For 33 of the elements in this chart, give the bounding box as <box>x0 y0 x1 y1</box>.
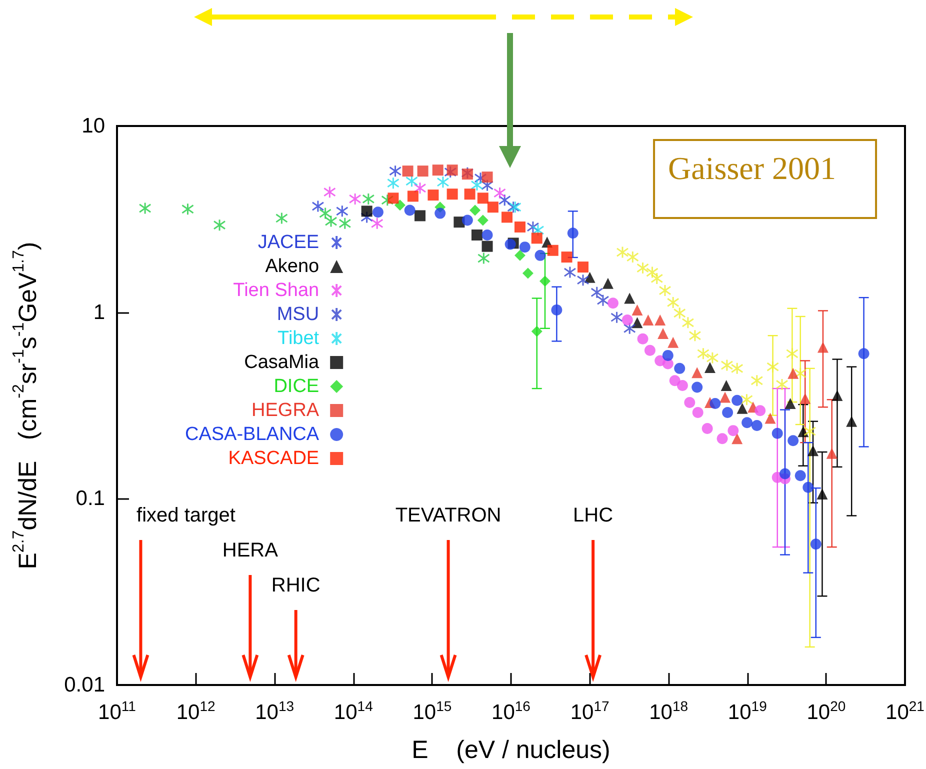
annotation: Gaisser 2001 <box>668 150 836 186</box>
legend-label: MSU <box>276 304 320 325</box>
legend-label: Tien Shan <box>233 280 320 301</box>
legend-label: CasaMia <box>244 352 320 373</box>
legend-label: DICE <box>274 376 320 397</box>
legend-label: Akeno <box>265 256 320 277</box>
y-tick-label: 0.1 <box>76 487 105 510</box>
ref-line-label: RHIC <box>271 574 320 596</box>
legend-label: JACEE <box>258 232 320 253</box>
x-tick-label: 10$^{21}$ <box>886 698 925 724</box>
legend-label: HEGRA <box>252 400 320 421</box>
ref-line-label: LHC <box>573 504 614 526</box>
legend-label: KASCADE <box>228 448 320 469</box>
ref-line-label: fixed target <box>136 504 236 526</box>
x-tick-label: 10$^{14}$ <box>334 698 374 724</box>
ref-line-label: HERA <box>222 539 279 562</box>
x-tick-label: 10$^{16}$ <box>492 698 531 724</box>
x-tick-label: 10$^{12}$ <box>176 698 216 724</box>
x-tick-label: 10$^{13}$ <box>255 698 294 724</box>
y-tick-label: 1 <box>93 300 105 324</box>
x-tick-label: 10$^{19}$ <box>728 698 768 724</box>
text: E2.7dN/dE (cm-2sr-1s-1GeV1.7) <box>10 242 42 570</box>
legend-label: CASA-BLANCA <box>184 424 320 445</box>
x-tick-label: 10$^{20}$ <box>806 698 846 724</box>
y-tick-label: 0.01 <box>64 674 105 696</box>
x-axis-title: E (eV / nucleus) <box>412 736 610 764</box>
x-tick-label: 10$^{15}$ <box>412 698 452 724</box>
y-tick-label: 10 <box>82 114 105 138</box>
x-tick-label: 10$^{18}$ <box>649 698 688 724</box>
x-tick-label: 10$^{17}$ <box>570 698 610 724</box>
ref-line-label: TEVATRON <box>395 504 502 526</box>
x-tick-label: 10$^{11}$ <box>98 698 136 724</box>
legend-label: Tibet <box>278 328 320 349</box>
